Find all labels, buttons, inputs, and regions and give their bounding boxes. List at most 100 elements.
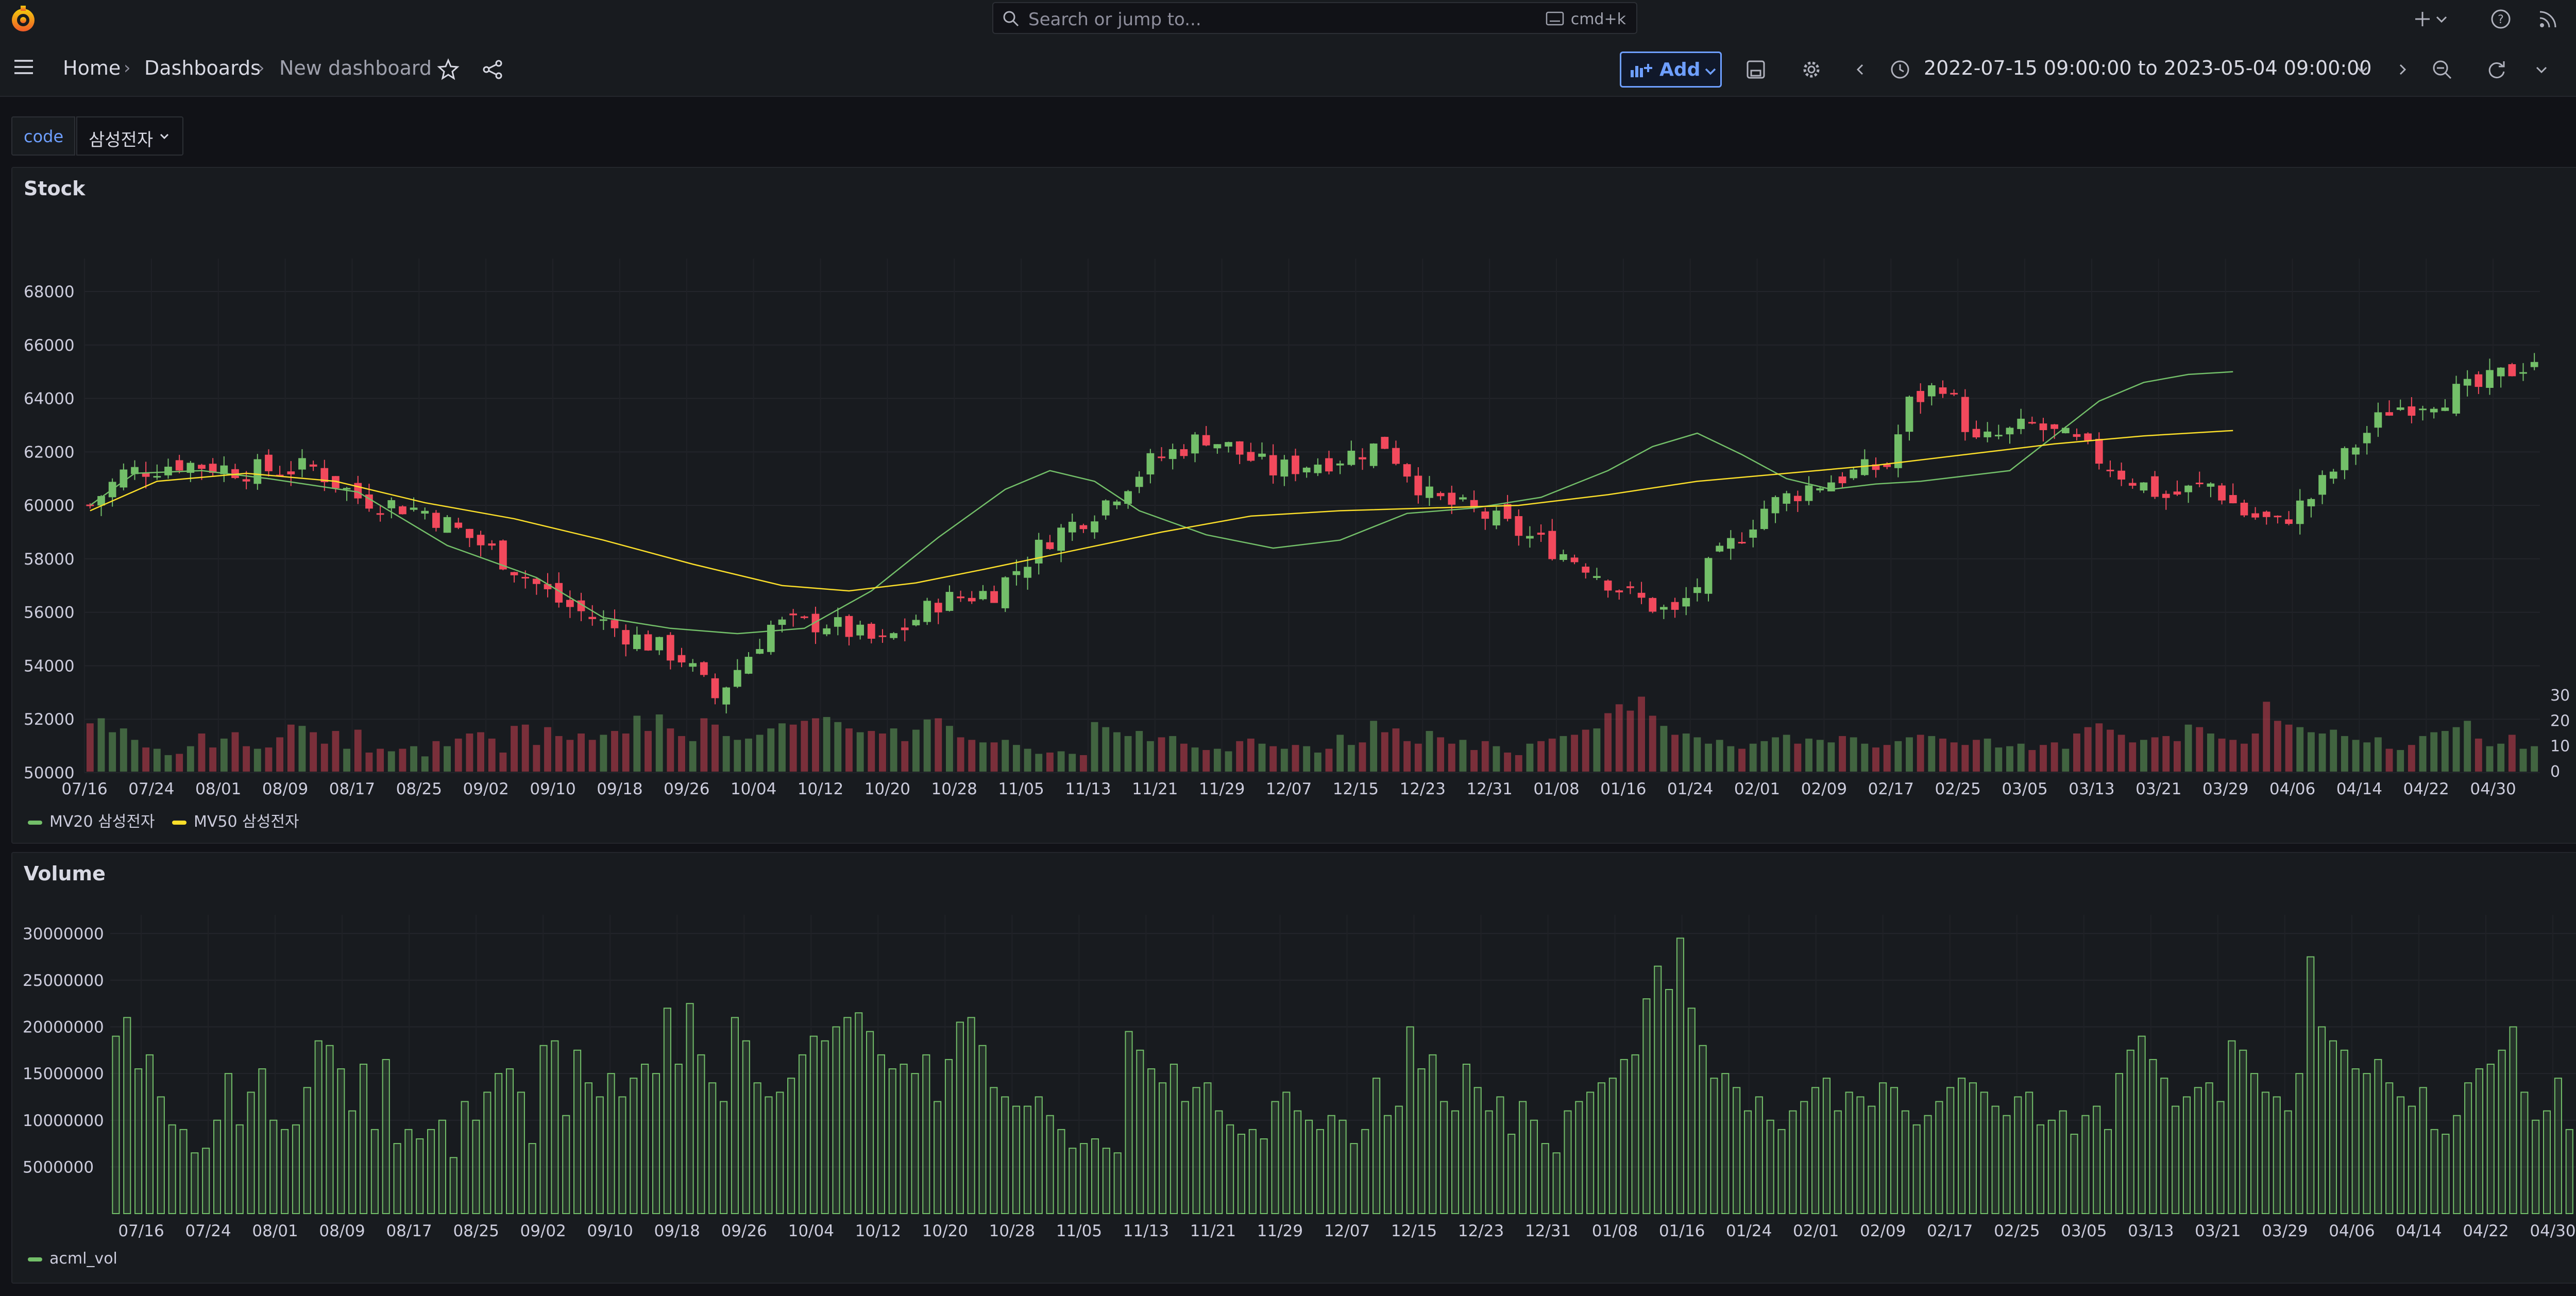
volume-bar (1213, 748, 1221, 772)
volume-bar (1417, 1068, 1426, 1214)
volume-axis-label: 10 Mil (2550, 738, 2576, 756)
search-input[interactable]: Search or jump to... cmd+k (992, 2, 1637, 34)
variable-select-code[interactable]: 삼성전자 (76, 116, 183, 156)
volume-bar (2025, 1092, 2033, 1214)
y-tick-label: 54000 (24, 657, 75, 675)
chevron-right-icon[interactable] (2395, 58, 2410, 81)
volume-bar (265, 747, 273, 772)
volume-bar (1406, 1026, 1414, 1214)
volume-bar (343, 748, 351, 772)
volume-bar (1012, 1105, 1021, 1214)
candle-body (1749, 529, 1757, 538)
candle-body (120, 469, 128, 488)
add-button[interactable]: Add (1620, 52, 1722, 88)
volume-bar (2307, 732, 2315, 772)
candle-body (1336, 463, 1344, 466)
x-tick-label: 03/13 (2069, 780, 2114, 798)
volume-bar (596, 1096, 604, 1214)
panel-title[interactable]: Volume (24, 862, 106, 885)
volume-bar (2239, 1049, 2247, 1214)
clock-icon[interactable] (1889, 58, 1911, 81)
gear-icon[interactable] (1800, 58, 1823, 81)
volume-bar (655, 714, 663, 772)
volume-bar (1906, 737, 1913, 772)
candle-body (1682, 598, 1690, 607)
breadcrumb-separator: › (124, 58, 131, 78)
candle-body (2251, 513, 2259, 518)
refresh-icon[interactable] (2485, 58, 2508, 81)
x-tick-label: 04/30 (2530, 1222, 2575, 1240)
candle-body (2430, 408, 2438, 413)
volume-bar (855, 1012, 863, 1214)
menu-icon[interactable] (12, 56, 35, 78)
volume-bar (2520, 1092, 2529, 1214)
plus-icon[interactable] (2411, 8, 2434, 30)
volume-bar (1800, 1101, 1808, 1214)
volume-bar (1834, 1110, 1842, 1214)
chevron-down-icon[interactable] (2354, 58, 2370, 81)
panel-title[interactable]: Stock (24, 177, 86, 200)
volume-bar (866, 1031, 874, 1214)
volume-bar (731, 1017, 739, 1214)
y-tick-label: 58000 (24, 550, 75, 569)
volume-bar (2430, 732, 2438, 772)
volume-bar (2184, 724, 2192, 772)
candle-body (945, 592, 954, 611)
x-tick-label: 04/14 (2396, 1222, 2442, 1240)
volume-bar (2014, 1096, 2022, 1214)
stock-chart[interactable]: 68000 66000 64000 62000 60000 58000 56000 54000… (12, 168, 2576, 812)
volume-bar (198, 734, 206, 772)
chevron-down-icon[interactable] (2434, 8, 2449, 30)
legend-item-mv50[interactable]: MV50 삼성전자 (172, 809, 299, 831)
volume-bar (2059, 1110, 2067, 1214)
volume-bar (1958, 1078, 1966, 1214)
grafana-logo-icon[interactable] (8, 4, 38, 34)
chevron-left-icon[interactable] (1853, 58, 1868, 81)
volume-bar (1437, 737, 1445, 772)
volume-bar (488, 738, 496, 772)
candle-body (1448, 492, 1456, 505)
volume-bar (2205, 1082, 2213, 1214)
candle-body (1872, 464, 1880, 470)
zoom-out-icon[interactable] (2431, 58, 2453, 81)
volume-bar (2284, 1110, 2292, 1214)
volume-bar (2475, 1068, 2484, 1214)
volume-bar (1451, 1110, 1460, 1214)
legend-item-acml-vol[interactable]: acml_vol (28, 1250, 117, 1268)
volume-bar (2251, 734, 2259, 772)
help-icon[interactable]: ? (2489, 8, 2512, 30)
save-icon[interactable] (1744, 58, 1767, 81)
volume-bar (756, 735, 764, 772)
candle-body (1493, 510, 1500, 526)
candle-body (934, 603, 942, 612)
volume-bar (1336, 735, 1344, 772)
volume-bar (1845, 1092, 1853, 1214)
volume-bar (645, 731, 652, 772)
chevron-down-icon[interactable] (2534, 58, 2549, 81)
x-tick-label: 10/28 (931, 780, 977, 798)
breadcrumb-dashboards[interactable]: Dashboards (144, 57, 261, 79)
breadcrumb-home[interactable]: Home (63, 57, 121, 79)
legend-item-mv20[interactable]: MV20 삼성전자 (28, 809, 155, 831)
time-range-picker[interactable]: 2022-07-15 09:00:00 to 2023-05-04 09:00:… (1924, 57, 2372, 79)
x-tick-label: 02/09 (1860, 1222, 1906, 1240)
volume-bar (202, 1148, 210, 1214)
rss-icon[interactable] (2537, 8, 2560, 30)
star-icon[interactable] (437, 58, 460, 81)
volume-bar (734, 740, 741, 772)
volume-bar (2040, 745, 2047, 772)
share-icon[interactable] (481, 58, 504, 81)
candle-body (1805, 485, 1813, 501)
volume-bar (879, 734, 886, 772)
volume-bar (1181, 1101, 1189, 1214)
candle-body (198, 465, 206, 469)
volume-bar (235, 1124, 244, 1214)
volume-bar (2374, 1059, 2382, 1214)
candle-body (878, 635, 887, 637)
candle-body (242, 479, 250, 482)
volume-chart[interactable]: 30000000 25000000 20000000 15000000 10000000… (12, 853, 2576, 1255)
volume-axis-label: 30 Mil (2550, 687, 2576, 705)
volume-bar (856, 732, 864, 772)
volume-bar (1777, 1129, 1786, 1214)
volume-bar (168, 1124, 176, 1214)
